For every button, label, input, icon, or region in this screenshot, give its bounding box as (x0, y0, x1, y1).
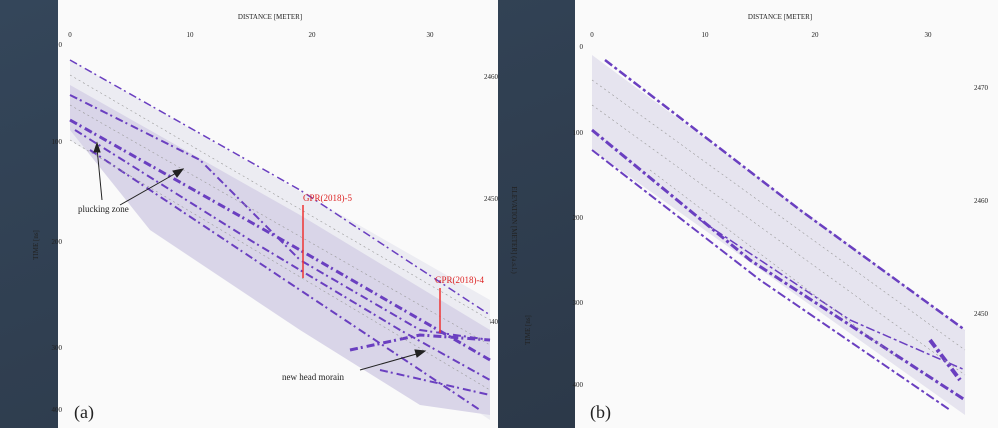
y-tick-label: 300 (573, 299, 584, 307)
panel-label: (b) (590, 402, 611, 423)
y2-tick-label: 2450 (974, 310, 989, 318)
x-tick-label: 30 (925, 31, 933, 39)
x-tick-label: 0 (590, 31, 594, 39)
radargram (69, 59, 491, 420)
x-tick-label: 0 (68, 31, 72, 39)
y-tick-label: 100 (573, 129, 584, 137)
y-axis-title: TIME [ns] (524, 315, 532, 345)
y2-tick-label: 2450 (484, 195, 499, 203)
annotation: GPR(2018)-4 (435, 275, 484, 285)
y-tick-label: 400 (573, 381, 584, 389)
y2-tick-label: 2460 (484, 73, 499, 81)
y-tick-label: 100 (52, 138, 63, 146)
y-tick-label: 0 (580, 43, 584, 51)
y2-axis-title: ELEVATION [METER] (a.s.l.) (510, 186, 518, 274)
radargram (591, 55, 966, 415)
x-tick-label: 20 (812, 31, 820, 39)
x-axis-title: DISTANCE [METER] (238, 13, 302, 21)
y-tick-label: 200 (52, 238, 63, 246)
y2-tick-label: 2470 (974, 84, 989, 92)
y-tick-label: 200 (573, 214, 584, 222)
x-tick-label: 30 (427, 31, 435, 39)
panel-b: DISTANCE [METER] 0 10 20 30 0 100 200 30… (524, 0, 998, 428)
x-tick-label: 20 (309, 31, 317, 39)
x-tick-label: 10 (187, 31, 195, 39)
y-tick-label: 0 (59, 41, 63, 49)
x-axis-title: DISTANCE [METER] (748, 13, 812, 21)
y2-tick-label: 2440 (484, 318, 499, 326)
annotation: GPR(2018)-5 (303, 193, 352, 203)
y-tick-label: 300 (52, 344, 63, 352)
y-tick-label: 400 (52, 406, 63, 414)
annotation: new head morain (282, 372, 344, 382)
annotation: plucking zone (78, 204, 129, 214)
x-tick-label: 10 (702, 31, 710, 39)
panel-a: DISTANCE [METER] 0 10 20 30 0 100 200 30… (32, 0, 518, 428)
arrows (93, 141, 427, 371)
y-axis-title: TIME [ns] (32, 230, 40, 260)
y2-tick-label: 2460 (974, 197, 989, 205)
panel-label: (a) (74, 402, 94, 423)
